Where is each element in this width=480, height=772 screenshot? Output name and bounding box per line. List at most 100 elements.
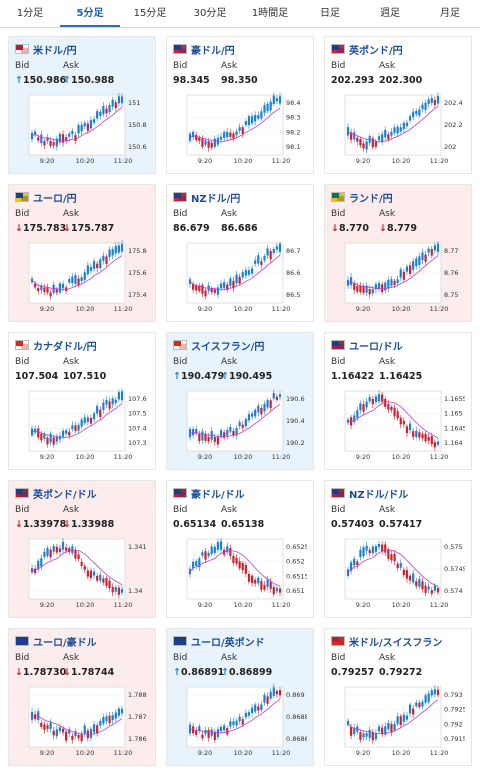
candle-body: [269, 250, 272, 260]
candle-body: [34, 283, 37, 288]
currency-card[interactable]: 米ドル/スイスフラン Bid Ask 0.79257 0.79272 0.793 0.792…: [324, 628, 472, 766]
mini-chart[interactable]: 1.788 1.787 1.786 9:20 10:20 11:20: [17, 683, 149, 763]
currency-card[interactable]: NZドル/ドル Bid Ask 0.57403 0.57417 0.575 0.5745 0.…: [324, 480, 472, 618]
pair-title[interactable]: ユーロ/円: [15, 191, 77, 205]
candle-body: [254, 579, 257, 584]
candle-body: [412, 573, 415, 583]
tab-7[interactable]: 月足: [440, 8, 460, 19]
arrow-down-icon: ↓: [331, 223, 339, 234]
x-tick-label: 11:20: [430, 157, 449, 165]
mini-chart[interactable]: 202.4 202.2 202 9:20 10:20 11:20: [333, 91, 465, 171]
mini-chart[interactable]: 175.8 175.6 175.4 9:20 10:20 11:20: [17, 239, 149, 319]
y-tick-label: 98.1: [286, 143, 300, 151]
x-tick-label: 10:20: [76, 601, 95, 609]
candle-body: [229, 426, 232, 432]
candle-body: [55, 138, 58, 147]
candle-body: [52, 284, 55, 293]
candle-body: [34, 428, 37, 433]
pair-name: NZドル/円: [191, 193, 241, 205]
candle-body: [40, 285, 43, 291]
y-tick-label: 107.6: [128, 395, 147, 403]
currency-card[interactable]: ユーロ/ドル Bid Ask 1.16422 1.16425 1.1655 1.165 1.1…: [324, 332, 472, 470]
candle-body: [120, 243, 124, 252]
mini-chart[interactable]: 98.4 98.3 98.2 98.1 9:20 10:20 11:20: [175, 91, 307, 171]
mini-chart[interactable]: 0.6525 0.652 0.6515 0.651 9:20 10:20 11:20: [175, 535, 307, 615]
x-tick-label: 11:20: [114, 305, 133, 313]
candle-body: [102, 105, 105, 115]
x-tick-label: 9:20: [356, 601, 371, 609]
x-tick-label: 10:20: [392, 305, 411, 313]
mini-chart[interactable]: 190.6 190.4 190.2 9:20 10:20 11:20: [175, 387, 307, 467]
currency-card[interactable]: 豪ドル/円 Bid Ask 98.345 98.350 98.4 98.3 98.2 98.1 9…: [166, 36, 314, 174]
mini-chart[interactable]: 86.7 86.6 86.5 9:20 10:20 11:20: [175, 239, 307, 319]
pair-title[interactable]: NZドル/ドル: [331, 487, 408, 501]
mini-chart[interactable]: 0.575 0.5745 0.574 9:20 10:20 11:20: [333, 535, 465, 615]
pair-title[interactable]: ユーロ/豪ドル: [15, 635, 97, 649]
candle-body: [427, 437, 430, 441]
ask-value-number: 150.988: [70, 75, 115, 86]
candle-body: [96, 725, 99, 734]
mini-chart[interactable]: 1.341 1.34 9:20 10:20 11:20: [17, 535, 149, 615]
y-tick-label: 1.1655: [444, 395, 465, 403]
bid-value: 0.79257: [331, 667, 374, 678]
pair-title[interactable]: 米ドル/円: [15, 43, 77, 57]
mini-chart[interactable]: 8.77 8.76 8.75 9:20 10:20 11:20: [333, 239, 465, 319]
candlestick-chart: 86.7 86.6 86.5 9:20 10:20 11:20: [186, 241, 300, 313]
tab-5[interactable]: 日足: [320, 8, 340, 19]
candlestick-chart: 175.8 175.6 175.4 9:20 10:20 11:20: [28, 239, 147, 313]
pair-title[interactable]: 英ポンド/ドル: [15, 487, 97, 501]
pair-title[interactable]: カナダドル/円: [15, 339, 97, 353]
candle-body: [114, 102, 117, 109]
currency-card[interactable]: スイスフラン/円 Bid Ask ↑190.479 ↑190.495 190.6 190.4…: [166, 332, 314, 470]
tab-4[interactable]: 1時間足: [251, 8, 289, 19]
candle-body: [374, 733, 378, 740]
pair-title[interactable]: 英ポンド/円: [331, 43, 403, 57]
candle-body: [257, 577, 260, 584]
mini-chart[interactable]: 1.1655 1.165 1.1645 1.164 9:20 10:20 11:20: [333, 387, 465, 467]
currency-card[interactable]: ユーロ/豪ドル Bid Ask ↓1.78730 ↓1.78744 1.788 1.787 1…: [8, 628, 156, 766]
currency-card[interactable]: ユーロ/英ポンド Bid Ask ↑0.86891 ↑0.86899 0.869 0.868…: [166, 628, 314, 766]
mini-chart[interactable]: 151 150.8 150.6 9:20 10:20 11:20: [17, 91, 149, 171]
currency-card[interactable]: 英ポンド/円 Bid Ask 202.293 202.300 202.4 202.2 202 9…: [324, 36, 472, 174]
currency-card[interactable]: NZドル/円 Bid Ask 86.679 86.686 86.7 86.6 86.5 9:20…: [166, 184, 314, 322]
currency-card[interactable]: 英ポンド/ドル Bid Ask ↓1.33978 ↓1.33988 1.341 1.34 9:…: [8, 480, 156, 618]
pair-title[interactable]: ユーロ/英ポンド: [173, 635, 265, 649]
mini-chart[interactable]: 107.6 107.5 107.4 107.3 9:20 10:20 11:20: [17, 387, 149, 467]
candle-body: [46, 287, 49, 293]
pair-title[interactable]: 豪ドル/ドル: [173, 487, 245, 501]
currency-card[interactable]: ユーロ/円 Bid Ask ↓175.783 ↓175.787 175.8 175.6 175…: [8, 184, 156, 322]
candle-body: [223, 432, 226, 438]
tab-1[interactable]: 5分足: [60, 0, 120, 27]
candle-body: [46, 725, 49, 729]
currency-card[interactable]: 豪ドル/ドル Bid Ask 0.65134 0.65138 0.6525 0.652 0.6…: [166, 480, 314, 618]
tab-3[interactable]: 30分足: [193, 8, 227, 19]
pair-title[interactable]: ユーロ/ドル: [331, 339, 403, 353]
candle-body: [359, 732, 362, 740]
candle-body: [92, 119, 96, 123]
candle-body: [430, 590, 433, 594]
pair-title[interactable]: スイスフラン/円: [173, 339, 264, 353]
candle-body: [52, 437, 55, 445]
candle-body: [387, 722, 390, 730]
pair-title[interactable]: NZドル/円: [173, 191, 241, 205]
mini-chart[interactable]: 0.793 0.7925 0.792 0.7915 9:20 10:20 11:20: [333, 683, 465, 763]
pair-title[interactable]: ランド/円: [331, 191, 393, 205]
pair-name: 米ドル/スイスフラン: [349, 637, 443, 649]
y-tick-label: 0.7925: [444, 706, 465, 714]
currency-card[interactable]: ランド/円 Bid Ask ↓8.770 ↓8.779 8.77 8.76 8.75 9:20 1…: [324, 184, 472, 322]
candle-body: [346, 720, 350, 725]
candle-body: [430, 690, 433, 696]
currency-card[interactable]: 米ドル/円 Bid Ask ↑150.986 ↑150.988 151 150.8 150.6…: [8, 36, 156, 174]
candle-body: [272, 587, 275, 595]
currency-card[interactable]: カナダドル/円 Bid Ask 107.504 107.510 107.6 107.5 107…: [8, 332, 156, 470]
tab-0[interactable]: 1分足: [16, 8, 44, 19]
pair-title[interactable]: 豪ドル/円: [173, 43, 235, 57]
bid-value: 0.57403: [331, 519, 374, 530]
tab-6[interactable]: 週足: [380, 8, 400, 19]
candle-body: [219, 283, 223, 289]
tab-2[interactable]: 15分足: [133, 8, 167, 19]
mini-chart[interactable]: 0.869 0.8688 0.8686 9:20 10:20 11:20: [175, 683, 307, 763]
candle-body: [241, 562, 244, 571]
pair-title[interactable]: 米ドル/スイスフラン: [331, 635, 443, 649]
candle-body: [436, 243, 440, 252]
